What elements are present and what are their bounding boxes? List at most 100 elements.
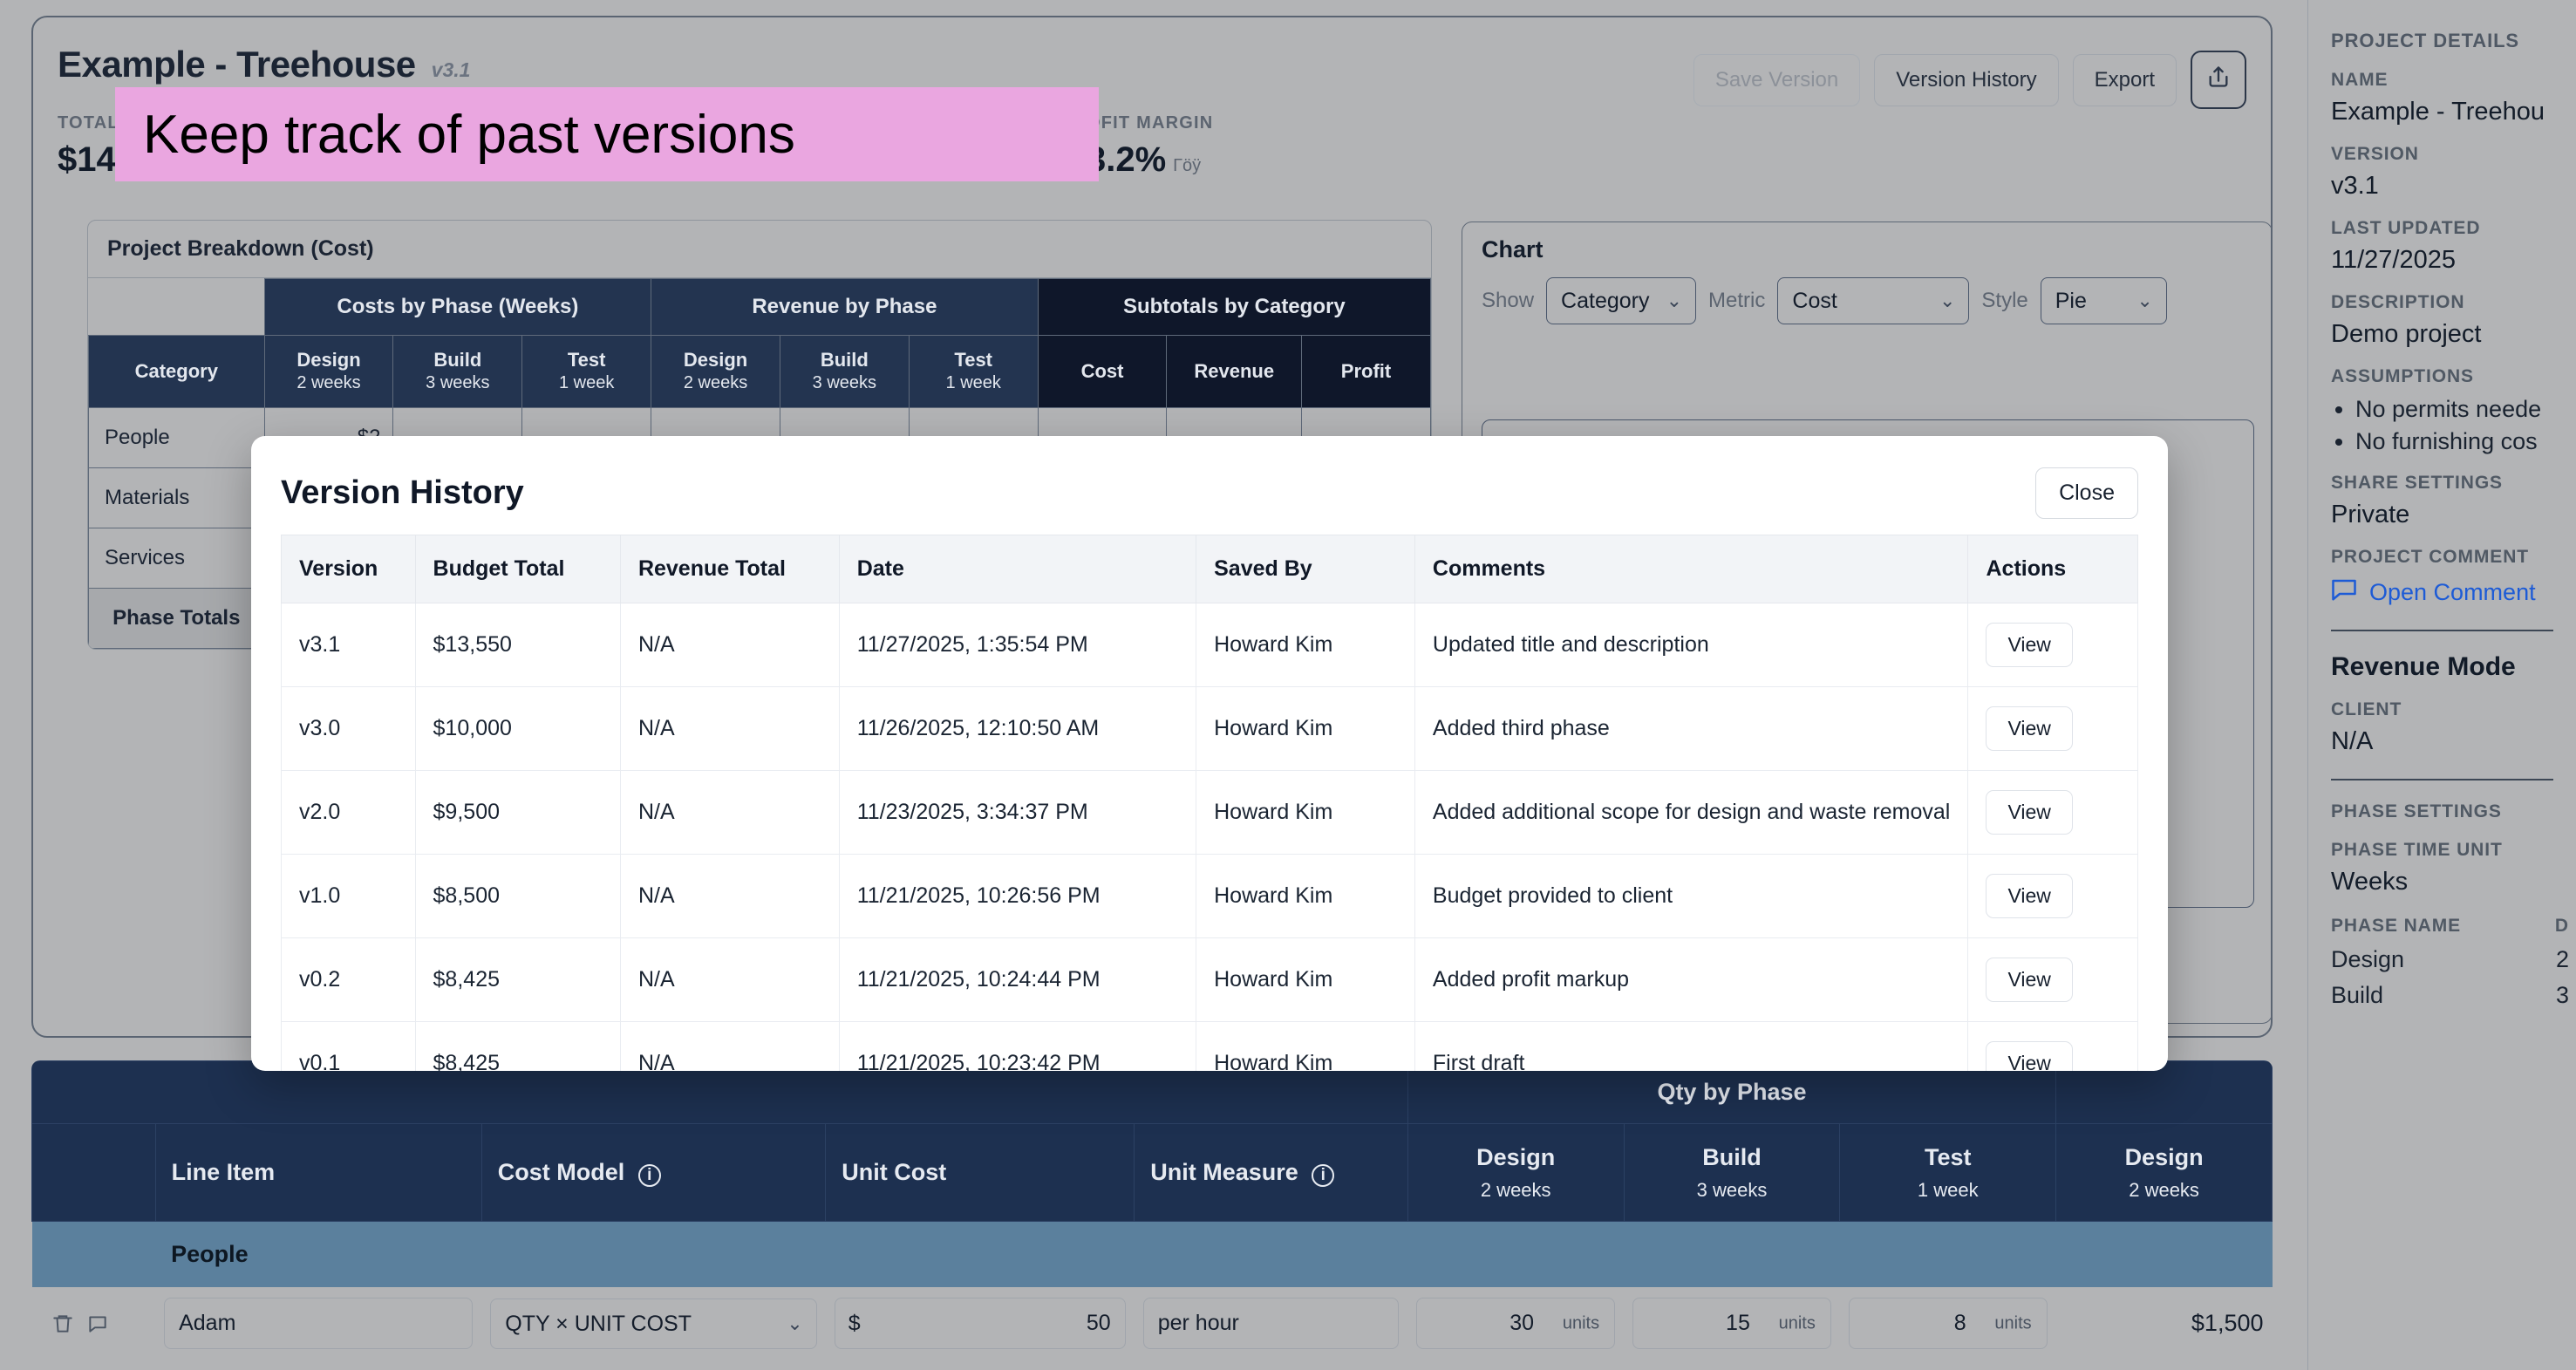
breakdown-group-costs: Costs by Phase (Weeks): [263, 278, 652, 336]
sidebar-phase-duration: 2: [2555, 946, 2569, 972]
vh-revenue-total: N/A: [619, 603, 840, 687]
vh-col-date: Date: [838, 535, 1197, 603]
version-history-scroll[interactable]: Version Budget Total Revenue Total Date …: [251, 535, 2168, 1071]
trash-icon[interactable]: [51, 1312, 74, 1335]
vh-col-version: Version: [281, 535, 416, 603]
view-version-button[interactable]: View: [1986, 706, 2073, 751]
vh-date: 11/27/2025, 1:35:54 PM: [838, 603, 1197, 687]
sidebar-name-label: NAME: [2331, 70, 2389, 90]
vh-version: v3.0: [281, 686, 416, 771]
sidebar-share-label: SHARE SETTINGS: [2331, 473, 2503, 493]
view-version-button[interactable]: View: [1986, 874, 2073, 918]
list-item: No permits neede: [2355, 396, 2576, 423]
chart-show-select-wrap[interactable]: Category ⌄: [1546, 277, 1697, 324]
close-button[interactable]: Close: [2035, 467, 2138, 519]
open-comments-link[interactable]: Open Comment: [2331, 578, 2576, 607]
line-items-group-blank-right: [2055, 1060, 2273, 1124]
vh-budget-total: $10,000: [414, 686, 621, 771]
vh-actions: View: [1967, 1021, 2138, 1071]
currency-symbol: $: [848, 1311, 861, 1336]
chart-style-select[interactable]: Pie: [2040, 277, 2167, 324]
line-items-col-design: Design 2 weeks: [1407, 1122, 1625, 1223]
vh-comments: Updated title and description: [1414, 603, 1969, 687]
chart-controls: Show Category ⌄ Metric Cost ⌄ Style Pie …: [1462, 277, 2272, 324]
annotation-callout: Keep track of past versions: [115, 87, 1099, 181]
version-history-button[interactable]: Version History: [1874, 53, 2059, 106]
vh-comments: Added third phase: [1414, 686, 1969, 771]
qty-design-input[interactable]: [1416, 1298, 1616, 1350]
comment-icon: [2331, 578, 2357, 607]
units-label: units: [1994, 1313, 2032, 1333]
chart-metric-select[interactable]: Cost: [1777, 277, 1970, 324]
sidebar-version-label: VERSION: [2331, 144, 2419, 164]
vh-budget-total: $8,500: [414, 854, 621, 938]
line-item-name-cell: [155, 1287, 482, 1360]
sidebar-phase-duration: 3: [2555, 981, 2569, 1008]
breakdown-col-cost-test: Test 1 week: [521, 335, 652, 408]
modal-header: Version History Close: [251, 436, 2168, 535]
kpi-total-label: TOTAL: [58, 113, 119, 133]
view-version-button[interactable]: View: [1986, 958, 2073, 1002]
qty-test-input[interactable]: [1848, 1298, 2048, 1350]
open-comments-label: Open Comment: [2369, 579, 2536, 605]
sidebar-version-value: v3.1: [2331, 172, 2379, 200]
sidebar-phase-rows: Design Build 2 3: [2331, 942, 2576, 1012]
project-breakdown-title: Project Breakdown (Cost): [88, 221, 1431, 278]
chart-style-select-wrap[interactable]: Pie ⌄: [2040, 277, 2167, 324]
vh-col-actions: Actions: [1967, 535, 2138, 603]
list-item: QTY × UNIT COST ⌄ $: [31, 1287, 2273, 1360]
modal-title: Version History: [281, 474, 524, 511]
vh-saved-by: Howard Kim: [1196, 937, 1415, 1022]
export-button[interactable]: Export: [2072, 53, 2177, 106]
sidebar-phase-duration-label: D: [2554, 916, 2569, 936]
vh-date: 11/23/2025, 3:34:37 PM: [838, 770, 1197, 855]
line-items-group-header-row: Qty by Phase: [31, 1060, 2273, 1124]
view-version-button[interactable]: View: [1986, 1041, 2073, 1071]
vh-version: v1.0: [281, 854, 416, 938]
sidebar-phase-name: Design: [2331, 946, 2405, 972]
breakdown-col-cost: Cost: [1037, 335, 1168, 408]
sidebar-divider: [2331, 630, 2553, 631]
sidebar-assumptions-list: No permits neede No furnishing cos: [2331, 396, 2576, 455]
unit-measure-input[interactable]: [1142, 1298, 1400, 1350]
vh-version: v0.1: [281, 1021, 416, 1071]
breakdown-group-blank: [88, 278, 265, 336]
vh-date: 11/21/2025, 10:23:42 PM: [838, 1021, 1197, 1071]
kpi-total-value: $14,: [58, 140, 126, 179]
view-version-button[interactable]: View: [1986, 623, 2073, 667]
sidebar-revenue-mode: Revenue Mode: [2331, 652, 2516, 681]
line-item-name-input[interactable]: [164, 1298, 474, 1350]
list-item: No furnishing cos: [2355, 428, 2576, 455]
qty-build-input[interactable]: [1632, 1298, 1831, 1350]
vh-actions: View: [1967, 770, 2138, 855]
sidebar-description-label: DESCRIPTION: [2331, 292, 2465, 312]
breakdown-col-rev-build: Build 3 weeks: [779, 335, 910, 408]
vh-comments: First draft: [1414, 1021, 1969, 1071]
comment-icon[interactable]: [86, 1312, 109, 1335]
view-version-button[interactable]: View: [1986, 790, 2073, 835]
kpi-profit-value: 3.2% Гӧӱ: [1087, 140, 1213, 180]
cost-model-select[interactable]: QTY × UNIT COST: [490, 1298, 817, 1349]
info-icon[interactable]: i: [1312, 1163, 1335, 1187]
vh-revenue-total: N/A: [619, 937, 840, 1022]
share-icon[interactable]: [2191, 51, 2246, 109]
info-icon[interactable]: i: [637, 1163, 661, 1187]
kpi-total: TOTAL $14,: [58, 113, 126, 180]
unit-cost-input[interactable]: [834, 1298, 1126, 1350]
line-items-col-design-2: Design 2 weeks: [2055, 1122, 2273, 1223]
breakdown-row-category: Services: [88, 527, 265, 589]
save-version-button[interactable]: Save Version: [1693, 53, 1861, 106]
chart-show-select[interactable]: Category: [1546, 277, 1697, 324]
line-items-col-line-item: Line Item: [154, 1122, 482, 1223]
sidebar-phase-time-unit-label: PHASE TIME UNIT: [2331, 840, 2503, 860]
chart-metric-select-wrap[interactable]: Cost ⌄: [1777, 277, 1970, 324]
sidebar-share-value: Private: [2331, 501, 2410, 528]
sidebar-phase-time-unit-value: Weeks: [2331, 868, 2409, 896]
breakdown-row-category: Phase Totals: [88, 587, 265, 649]
sidebar-client-value: N/A: [2331, 727, 2374, 755]
breakdown-group-subtotals: Subtotals by Category: [1037, 278, 1431, 336]
cost-model-cell: QTY × UNIT COST ⌄: [481, 1287, 826, 1360]
vh-version: v2.0: [281, 770, 416, 855]
page-title: Example - Treehouse: [58, 44, 416, 85]
